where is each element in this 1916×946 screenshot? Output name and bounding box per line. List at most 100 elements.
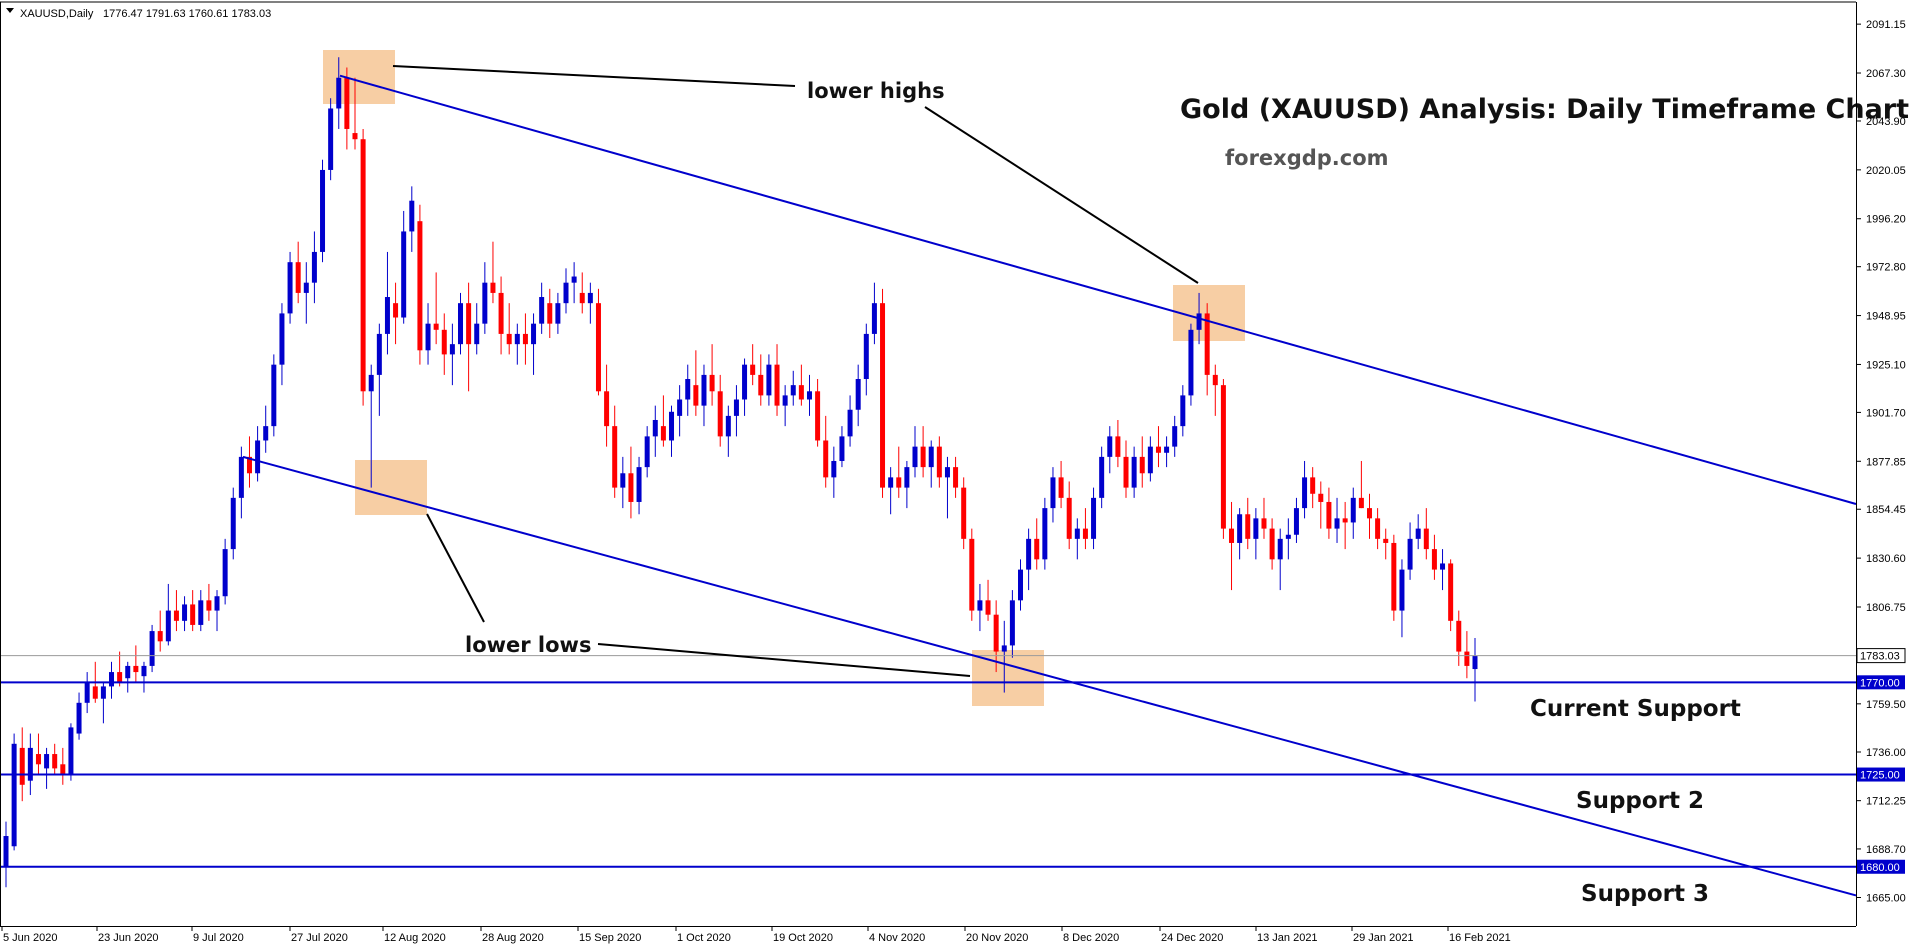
candle	[1026, 528, 1032, 591]
candle-body	[636, 467, 642, 502]
candle-body	[165, 610, 171, 642]
candle-body	[230, 497, 236, 550]
candle-body	[344, 77, 350, 129]
callout-line-high-2	[924, 106, 1199, 284]
candle	[490, 241, 496, 304]
candle	[628, 446, 634, 519]
candle-body	[336, 77, 342, 109]
candle-body	[701, 374, 707, 406]
candle-body	[1058, 477, 1064, 498]
candle	[1164, 436, 1170, 468]
candle-body	[936, 446, 942, 478]
candle	[1034, 518, 1040, 570]
candle-body	[896, 477, 902, 488]
candle	[466, 282, 472, 392]
y-tick-label: 2020.05	[1866, 165, 1906, 177]
candle	[449, 323, 455, 386]
candle-body	[376, 333, 382, 375]
y-tick-label: 1877.85	[1866, 456, 1906, 468]
candle-body	[912, 446, 918, 468]
candle	[295, 241, 301, 304]
candle	[230, 487, 236, 560]
candle	[1107, 426, 1113, 474]
candle	[1001, 620, 1007, 693]
candle-body	[1050, 477, 1056, 509]
candle	[660, 395, 666, 447]
candle-body	[595, 303, 601, 392]
candle	[936, 436, 942, 488]
candle-body	[457, 303, 463, 345]
candle-body	[68, 727, 74, 775]
support-badge-text: 1725.00	[1860, 770, 1900, 782]
x-tick-label: 29 Jan 2021	[1353, 932, 1414, 944]
candle-body	[44, 754, 50, 769]
candle	[1115, 419, 1121, 468]
candle-body	[1302, 477, 1308, 509]
candle	[271, 354, 277, 437]
candle	[669, 405, 675, 457]
x-axis: 5 Jun 2020 23 Jun 2020 9 Jul 2020 27 Jul 20…	[1, 926, 1511, 944]
candle	[165, 583, 171, 646]
support-badge-text: 1680.00	[1860, 862, 1900, 874]
candle	[953, 456, 959, 498]
candle	[595, 288, 601, 396]
candle	[1472, 637, 1478, 702]
candle	[222, 538, 228, 605]
candle	[360, 128, 366, 406]
candle-body	[506, 333, 512, 345]
candle	[393, 282, 399, 345]
candle-body	[1115, 436, 1121, 457]
candle-body	[133, 665, 139, 673]
candle-body	[1164, 446, 1170, 453]
candle	[336, 57, 342, 129]
dropdown-arrow-icon[interactable]	[6, 8, 14, 13]
candle-body	[1415, 528, 1421, 539]
candle-body	[855, 378, 861, 410]
candle-body	[84, 682, 90, 703]
candle	[100, 682, 106, 724]
candle-body	[360, 139, 366, 392]
annotation-lower-lows: lower lows	[465, 633, 591, 657]
candle	[604, 364, 610, 447]
candle-body	[782, 395, 788, 406]
candle	[514, 323, 520, 365]
candle	[888, 467, 894, 515]
x-tick-label: 16 Feb 2021	[1449, 932, 1511, 944]
candle	[1302, 460, 1308, 519]
candle	[677, 385, 683, 437]
candle-body	[628, 473, 634, 502]
candle	[1375, 508, 1381, 550]
candle-body	[1229, 528, 1235, 543]
candle-body	[1123, 456, 1129, 488]
candle	[1431, 534, 1437, 580]
candle	[782, 385, 788, 427]
y-tick-label: 1736.00	[1866, 747, 1906, 759]
candle-body	[425, 323, 431, 351]
candle-body	[563, 282, 569, 304]
current-price-badge-text: 1783.03	[1860, 651, 1900, 663]
candle	[149, 624, 155, 673]
candle	[433, 272, 439, 345]
candle-body	[1350, 497, 1356, 523]
candle-body	[311, 251, 317, 283]
candle-body	[1448, 563, 1454, 621]
candle	[847, 395, 853, 447]
y-tick-label: 2091.15	[1866, 19, 1906, 31]
candle-body	[279, 313, 285, 365]
candle	[1091, 487, 1097, 550]
support-label-3: Support 3	[1581, 881, 1709, 907]
candle	[255, 426, 261, 482]
candle-body	[433, 323, 439, 330]
candle-body	[888, 477, 894, 488]
candle	[717, 374, 723, 447]
candle-body	[871, 303, 877, 334]
candle-body	[1342, 518, 1348, 523]
candle	[19, 727, 25, 802]
candle	[190, 590, 196, 632]
candle	[620, 456, 626, 509]
candle-body	[798, 385, 804, 400]
candle-body	[238, 456, 244, 498]
candle	[774, 344, 780, 416]
support-badge	[1857, 675, 1905, 690]
